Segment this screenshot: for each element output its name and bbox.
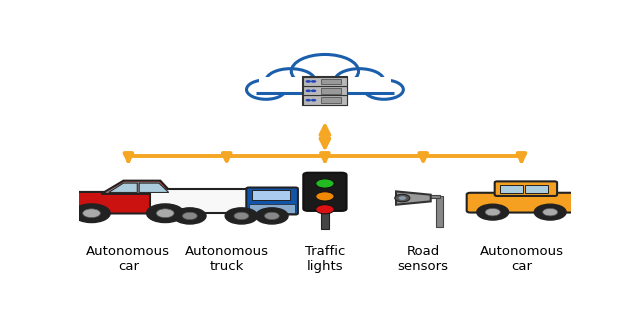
Bar xyxy=(525,185,548,193)
Bar xyxy=(259,77,391,93)
Circle shape xyxy=(247,80,285,99)
Bar xyxy=(321,97,340,103)
Text: Road
sensors: Road sensors xyxy=(398,245,449,273)
Polygon shape xyxy=(107,182,169,192)
Text: Autonomous
car: Autonomous car xyxy=(86,245,171,273)
Circle shape xyxy=(316,179,334,188)
Circle shape xyxy=(264,212,279,220)
Circle shape xyxy=(335,69,384,93)
Circle shape xyxy=(73,204,110,223)
Bar xyxy=(303,77,347,86)
Circle shape xyxy=(399,196,406,200)
FancyBboxPatch shape xyxy=(303,173,347,211)
Bar xyxy=(256,76,394,93)
Circle shape xyxy=(485,208,500,216)
Circle shape xyxy=(256,208,288,224)
Bar xyxy=(303,95,347,105)
Polygon shape xyxy=(139,183,169,192)
Bar xyxy=(321,79,340,84)
Circle shape xyxy=(543,208,558,216)
Circle shape xyxy=(311,99,316,101)
Bar xyxy=(303,77,347,105)
FancyBboxPatch shape xyxy=(467,193,576,212)
Circle shape xyxy=(266,69,315,93)
Circle shape xyxy=(291,54,359,88)
Circle shape xyxy=(534,204,566,220)
Bar xyxy=(500,185,523,193)
Polygon shape xyxy=(252,190,290,200)
Text: Autonomous
car: Autonomous car xyxy=(479,245,564,273)
Circle shape xyxy=(316,192,334,201)
Circle shape xyxy=(174,208,206,224)
Circle shape xyxy=(316,205,334,214)
Bar xyxy=(303,86,347,95)
Circle shape xyxy=(234,212,249,220)
Bar xyxy=(321,209,329,229)
Polygon shape xyxy=(101,181,172,194)
Text: Autonomous
truck: Autonomous truck xyxy=(184,245,269,273)
Bar xyxy=(436,196,443,227)
Circle shape xyxy=(183,212,197,220)
Bar xyxy=(321,88,340,93)
Circle shape xyxy=(311,80,316,83)
Bar xyxy=(150,189,249,213)
Circle shape xyxy=(306,89,311,92)
Text: Traffic
lights: Traffic lights xyxy=(305,245,345,273)
Bar xyxy=(249,204,295,213)
Circle shape xyxy=(306,80,311,83)
Circle shape xyxy=(311,89,316,92)
Circle shape xyxy=(146,204,184,223)
Circle shape xyxy=(365,80,403,99)
Polygon shape xyxy=(396,191,430,205)
Circle shape xyxy=(477,204,508,220)
Circle shape xyxy=(157,209,174,218)
Circle shape xyxy=(306,99,311,101)
Polygon shape xyxy=(109,183,137,192)
FancyBboxPatch shape xyxy=(61,192,196,213)
Circle shape xyxy=(395,194,410,202)
Circle shape xyxy=(82,209,100,218)
FancyBboxPatch shape xyxy=(495,181,557,196)
Bar xyxy=(419,195,440,198)
Circle shape xyxy=(225,208,257,224)
FancyBboxPatch shape xyxy=(246,188,298,214)
